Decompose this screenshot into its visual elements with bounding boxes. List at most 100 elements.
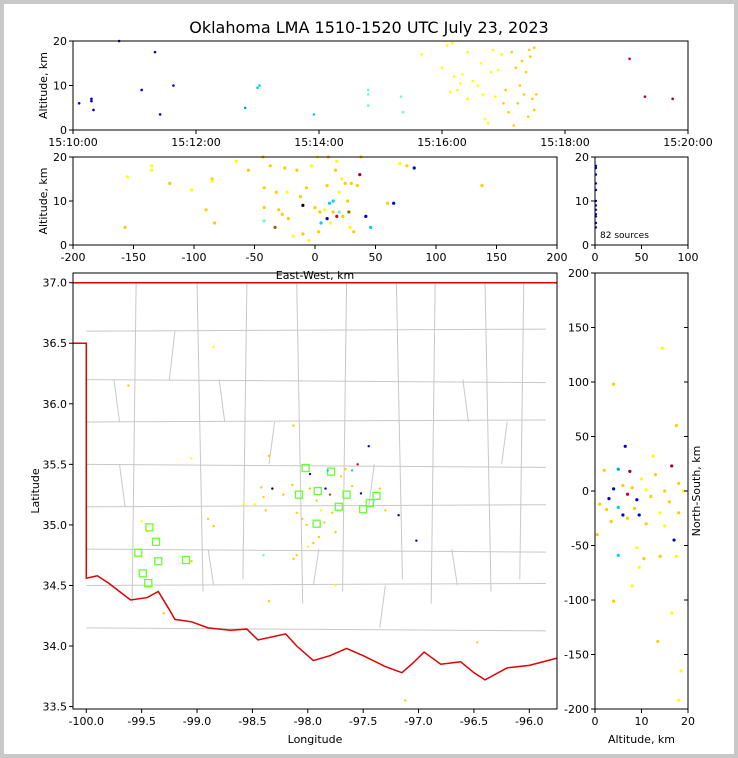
x-tick-label: 100 — [678, 251, 699, 264]
source-point — [681, 489, 685, 493]
altitude-ns-panel: 0 10 20 -200 -150 -100 -50 0 50 100 150 200 Altitude… — [564, 267, 703, 746]
source-point — [162, 612, 166, 615]
x-tick-label: -96.5 — [460, 715, 488, 728]
county-line — [86, 463, 546, 468]
county-line — [379, 585, 386, 628]
source-point — [274, 190, 278, 194]
source-point — [277, 208, 281, 212]
source-point — [283, 166, 287, 170]
source-point — [412, 166, 416, 170]
source-point — [516, 102, 520, 105]
source-point — [497, 68, 500, 72]
source-point — [635, 498, 639, 502]
source-point — [340, 177, 344, 181]
source-point — [280, 212, 284, 216]
source-point — [319, 221, 323, 225]
source-point — [312, 113, 316, 116]
source-point — [331, 199, 335, 203]
figure-title: Oklahoma LMA 1510-1520 UTC July 23, 2023 — [189, 18, 548, 37]
source-point — [234, 159, 238, 163]
source-point — [327, 201, 332, 205]
y-axis-label: North-South, km — [690, 446, 703, 537]
source-point — [337, 210, 341, 214]
source-point — [530, 97, 534, 101]
source-point — [632, 506, 637, 511]
source-point — [258, 84, 261, 87]
source-point — [301, 203, 305, 207]
source-point — [672, 538, 676, 542]
lma-station — [144, 578, 153, 588]
x-tick-label: 0 — [312, 251, 319, 264]
county-line — [218, 379, 226, 423]
county-line — [86, 504, 546, 508]
source-point — [172, 84, 175, 87]
x-tick-label: -99.0 — [183, 715, 211, 728]
source-point — [125, 175, 130, 179]
source-point — [318, 210, 322, 214]
source-point — [526, 115, 530, 118]
source-point — [298, 195, 303, 199]
source-point — [397, 514, 400, 517]
county-line — [312, 549, 320, 586]
source-point — [637, 513, 641, 517]
source-point — [392, 201, 396, 205]
x-tick-label: -98.0 — [294, 715, 322, 728]
lma-station — [313, 486, 322, 496]
x-tick-label: 200 — [547, 251, 568, 264]
source-point — [328, 493, 332, 496]
source-point — [262, 553, 265, 557]
source-point — [350, 484, 354, 488]
source-point — [476, 641, 479, 644]
source-point — [146, 529, 149, 533]
y-tick-label: 150 — [568, 322, 589, 335]
source-point — [630, 584, 634, 588]
source-point — [459, 81, 462, 85]
source-point — [319, 509, 323, 512]
source-point — [339, 475, 343, 478]
source-point — [291, 483, 294, 487]
source-point — [264, 509, 267, 512]
source-point — [308, 472, 312, 476]
source-point — [326, 469, 329, 472]
source-point — [373, 499, 376, 502]
source-point — [243, 106, 247, 110]
source-point — [532, 46, 536, 49]
source-point — [366, 88, 370, 92]
county-line — [131, 282, 137, 604]
county-map — [73, 281, 558, 681]
source-point — [262, 186, 266, 190]
x-tick-label: 0 — [592, 715, 599, 728]
altitude-ns-frame — [594, 272, 689, 710]
county-line — [168, 331, 176, 380]
source-point — [609, 519, 613, 524]
source-point — [285, 190, 289, 194]
x-axis-label: Longitude — [288, 733, 343, 746]
source-point — [292, 557, 295, 561]
source-point — [313, 206, 317, 210]
x-tick-label: -97.0 — [404, 715, 432, 728]
source-point — [305, 523, 308, 527]
plan-view-frame — [72, 272, 558, 710]
source-point — [483, 117, 487, 121]
y-tick-label: 34.0 — [43, 640, 68, 653]
y-tick-label: 200 — [568, 267, 589, 280]
source-point — [291, 234, 295, 238]
source-point — [660, 346, 665, 350]
y-tick-label: 10 — [575, 195, 589, 208]
source-point — [476, 84, 480, 87]
source-point — [306, 545, 310, 548]
source-point — [335, 214, 339, 218]
source-point — [643, 95, 647, 98]
source-point — [602, 468, 606, 472]
source-point — [253, 503, 256, 506]
county-line — [113, 379, 121, 423]
source-point — [507, 110, 510, 114]
x-tick-label: 15:18:00 — [540, 136, 589, 149]
lma-station — [372, 491, 381, 500]
time-altitude-panel: 15:10:00 15:12:00 15:14:00 15:16:00 15:18:00… — [37, 35, 713, 149]
source-point — [635, 546, 639, 550]
source-point — [535, 93, 538, 96]
ew-altitude-frame — [72, 156, 558, 246]
source-point — [616, 467, 620, 471]
source-point — [500, 53, 503, 56]
